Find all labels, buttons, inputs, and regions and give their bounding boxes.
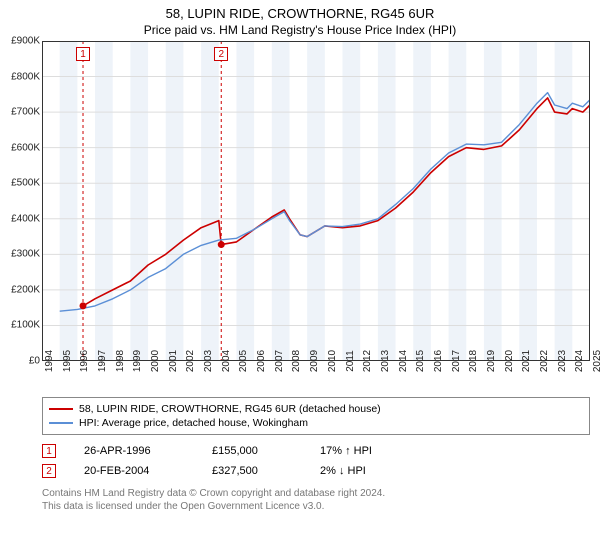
chart-marker-2: 2 [214,47,228,61]
x-axis-label: 2021 [519,350,532,372]
y-axis-label: £300K [11,249,42,260]
y-axis-label: £100K [11,320,42,331]
transaction-row: 2 20-FEB-2004 £327,500 2% ↓ HPI [42,461,590,481]
x-axis-label: 2024 [572,350,585,372]
transaction-marker: 2 [42,464,56,478]
x-axis-label: 2010 [325,350,338,372]
legend-row: HPI: Average price, detached house, Woki… [49,416,583,430]
x-axis-label: 2015 [413,350,426,372]
footer-line: This data is licensed under the Open Gov… [42,500,590,513]
x-axis-label: 2003 [201,350,214,372]
legend: 58, LUPIN RIDE, CROWTHORNE, RG45 6UR (de… [42,397,590,435]
x-axis-label: 2016 [431,350,444,372]
x-axis-label: 2013 [378,350,391,372]
chart-svg [42,41,590,361]
x-axis-label: 2012 [360,350,373,372]
transaction-marker: 1 [42,444,56,458]
footer-line: Contains HM Land Registry data © Crown c… [42,487,590,500]
x-axis-label: 2006 [254,350,267,372]
x-axis-label: 2011 [343,350,356,372]
chart-area: £0£100K£200K£300K£400K£500K£600K£700K£80… [42,41,590,361]
x-axis-label: 2004 [219,350,232,372]
x-axis-label: 2007 [272,350,285,372]
transaction-date: 26-APR-1996 [84,445,184,457]
legend-label: HPI: Average price, detached house, Woki… [79,417,308,429]
x-axis-label: 2022 [537,350,550,372]
y-axis-label: £800K [11,71,42,82]
chart-subtitle: Price paid vs. HM Land Registry's House … [0,21,600,41]
x-axis-label: 2002 [183,350,196,372]
x-axis-label: 1999 [130,350,143,372]
legend-swatch [49,422,73,424]
x-axis-label: 2025 [590,350,600,372]
x-axis-label: 1997 [95,350,108,372]
y-axis-label: £400K [11,213,42,224]
transaction-pct: 17% ↑ HPI [320,445,410,457]
x-axis-label: 2001 [166,350,179,372]
x-axis-label: 2020 [502,350,515,372]
x-axis-label: 2009 [307,350,320,372]
x-axis-label: 2023 [555,350,568,372]
y-axis-label: £600K [11,142,42,153]
x-axis-label: 2014 [396,350,409,372]
legend-swatch [49,408,73,410]
x-axis-label: 2019 [484,350,497,372]
y-axis-label: £700K [11,107,42,118]
x-axis-label: 2017 [449,350,462,372]
transaction-price: £155,000 [212,445,292,457]
x-axis-label: 1995 [60,350,73,372]
x-axis-label: 2000 [148,350,161,372]
x-axis-label: 2005 [236,350,249,372]
transaction-row: 1 26-APR-1996 £155,000 17% ↑ HPI [42,441,590,461]
transaction-price: £327,500 [212,465,292,477]
chart-title: 58, LUPIN RIDE, CROWTHORNE, RG45 6UR [0,0,600,21]
transaction-pct: 2% ↓ HPI [320,465,410,477]
x-axis-label: 1996 [77,350,90,372]
legend-label: 58, LUPIN RIDE, CROWTHORNE, RG45 6UR (de… [79,403,381,415]
x-axis-label: 2008 [289,350,302,372]
footer-attribution: Contains HM Land Registry data © Crown c… [42,487,590,513]
y-axis-label: £500K [11,178,42,189]
x-axis-label: 2018 [466,350,479,372]
legend-row: 58, LUPIN RIDE, CROWTHORNE, RG45 6UR (de… [49,402,583,416]
y-axis-label: £0 [29,356,42,367]
x-axis-label: 1998 [113,350,126,372]
transactions-table: 1 26-APR-1996 £155,000 17% ↑ HPI 2 20-FEB-200… [42,441,590,481]
x-axis-label: 1994 [42,350,55,372]
chart-marker-1: 1 [76,47,90,61]
transaction-date: 20-FEB-2004 [84,465,184,477]
y-axis-label: £900K [11,36,42,47]
y-axis-label: £200K [11,284,42,295]
